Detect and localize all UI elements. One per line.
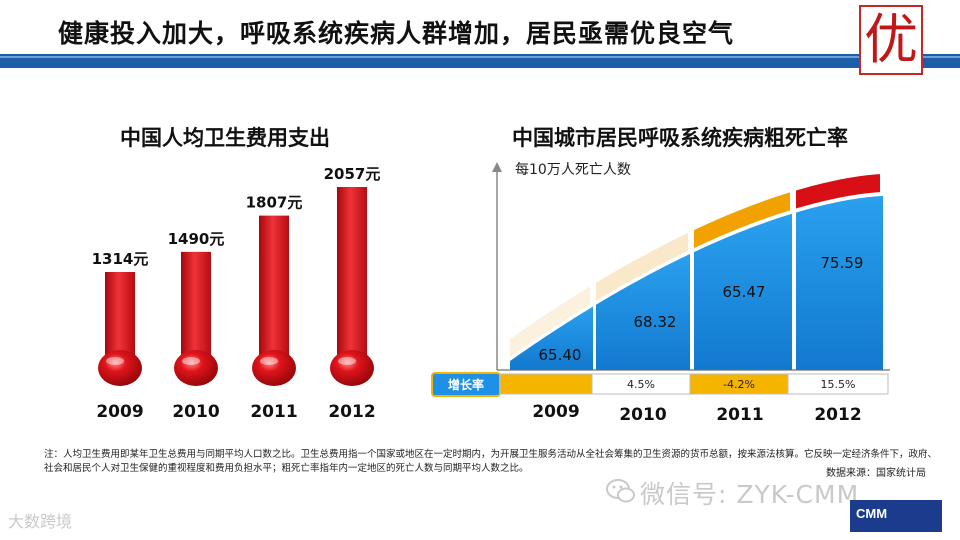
footnote: 注：人均卫生费用即某年卫生总费用与同期平均人口数之比。卫生总费用指一个国家或地区… xyxy=(44,449,938,474)
x-tick-label: 2012 xyxy=(814,405,861,425)
brand-logo-glyph: 优 xyxy=(864,8,918,71)
cmm-logo-text: CMM xyxy=(856,506,888,521)
x-tick-label: 2011 xyxy=(250,402,297,422)
page-title: 健康投入加大，呼吸系统疾病人群增加，居民亟需优良空气 xyxy=(58,19,735,48)
wechat-id: 微信号: ZYK-CMM xyxy=(640,480,860,509)
bar-value-label: 1490元 xyxy=(168,230,225,248)
bar-value-label: 2057元 xyxy=(324,165,381,183)
growth-band xyxy=(510,286,590,357)
right-chart-title: 中国城市居民呼吸系统疾病粗死亡率 xyxy=(512,126,848,150)
growth-rate-value: 15.5% xyxy=(821,378,856,391)
thermometer-tube xyxy=(259,215,289,355)
x-tick-label: 2012 xyxy=(328,402,375,422)
area-segment xyxy=(694,213,792,370)
thermometer-tube xyxy=(337,187,367,355)
watermark-text: 大数跨境 xyxy=(8,512,73,531)
left-chart: 1314元 2009 1490元 2010 1807元 2011 2057元 2012 xyxy=(92,165,381,422)
bulb-highlight xyxy=(338,357,356,365)
left-chart-title: 中国人均卫生费用支出 xyxy=(120,126,330,150)
area-segment xyxy=(510,306,593,370)
thermometer-bulb xyxy=(174,350,218,386)
wechat-icon xyxy=(606,479,635,503)
x-tick-label: 2009 xyxy=(96,402,143,422)
growth-rate-cell xyxy=(499,373,593,395)
area-value-label: 75.59 xyxy=(821,254,864,272)
thermometer-bulb xyxy=(252,350,296,386)
growth-band xyxy=(796,174,880,209)
growth-rate-tag-label: 增长率 xyxy=(448,377,484,392)
bar-value-label: 1807元 xyxy=(246,194,303,212)
area-segment xyxy=(796,196,883,370)
brand-logo: 优 xyxy=(859,5,923,75)
bulb-highlight xyxy=(182,357,200,365)
bulb-highlight xyxy=(260,357,278,365)
thermometer-bulb xyxy=(330,350,374,386)
thermometer-tube xyxy=(105,272,135,355)
x-tick-label: 2010 xyxy=(619,405,666,425)
x-tick-label: 2009 xyxy=(532,402,579,422)
growth-band xyxy=(694,192,790,249)
x-tick-label: 2010 xyxy=(172,402,219,422)
growth-band xyxy=(596,232,688,301)
x-tick-label: 2011 xyxy=(716,405,763,425)
bar-value-label: 1314元 xyxy=(92,250,149,268)
growth-rate-value: -4.2% xyxy=(723,378,755,391)
thermometer-bulb xyxy=(98,350,142,386)
data-source: 数据来源：国家统计局 xyxy=(826,468,926,479)
y-axis-arrow xyxy=(492,162,502,172)
thermometer-tube xyxy=(181,251,211,355)
y-axis-label: 每10万人死亡人数 xyxy=(515,162,631,178)
header-bar-highlight xyxy=(0,56,960,58)
bulb-highlight xyxy=(106,357,124,365)
right-chart: 每10万人死亡人数 65.40 68.32 65.47 75.59 增长率 4.5% -4.2… xyxy=(431,162,890,425)
growth-rate-cell xyxy=(787,373,889,395)
cmm-logo: CMM xyxy=(850,500,942,532)
area-segment xyxy=(596,253,690,370)
area-value-label: 65.40 xyxy=(539,346,582,364)
growth-rate-value: 4.5% xyxy=(627,378,655,391)
area-value-label: 68.32 xyxy=(634,313,677,331)
area-value-label: 65.47 xyxy=(723,283,766,301)
